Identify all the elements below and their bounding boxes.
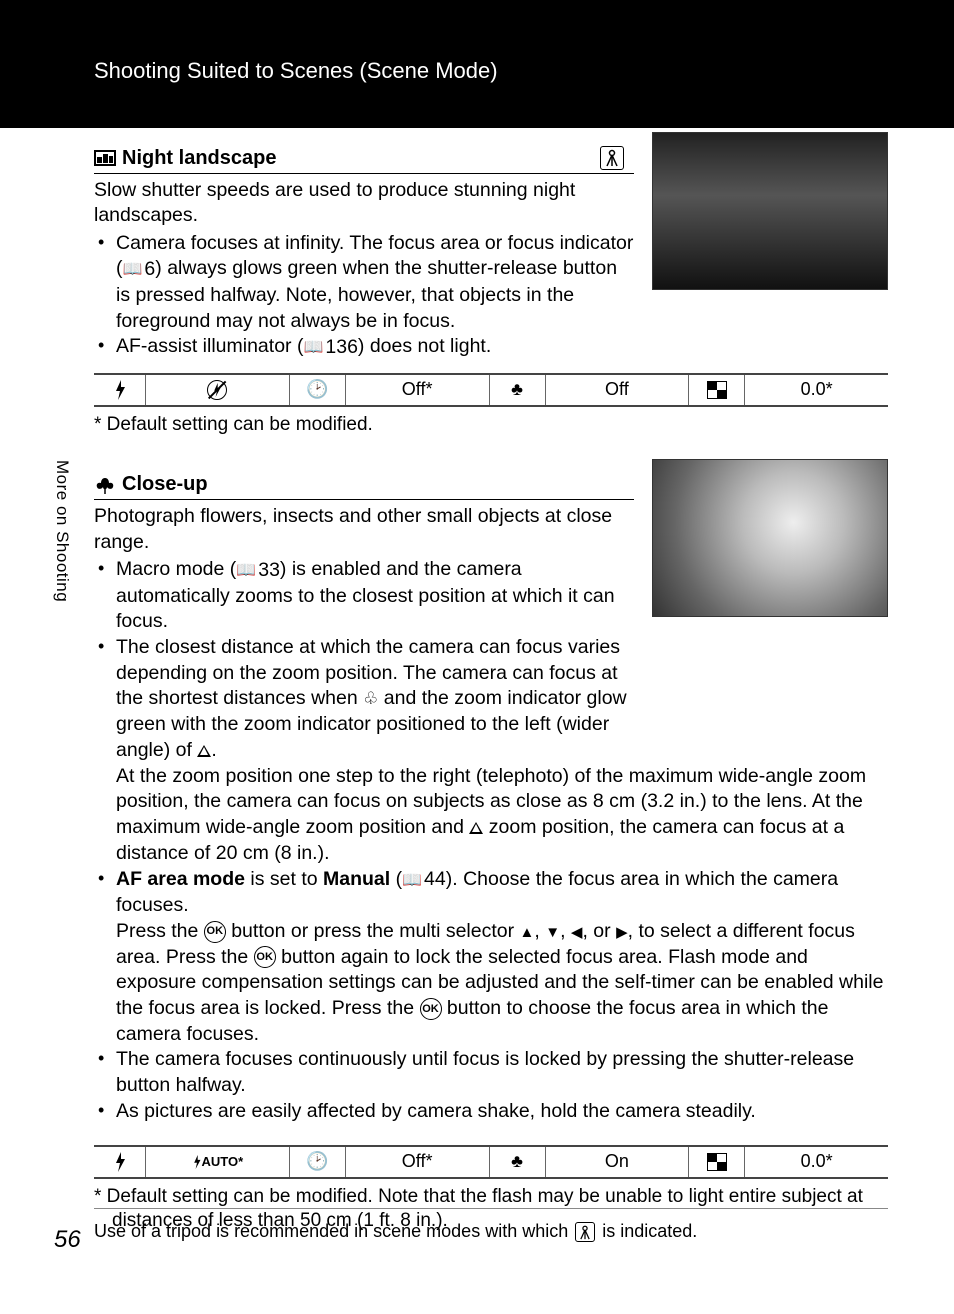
night-bullets: Camera focuses at infinity. The focus ar…: [94, 231, 634, 361]
ref: 6: [144, 257, 155, 283]
macro-icon: ♣: [490, 375, 546, 405]
exp-comp-icon: [689, 375, 745, 405]
night-section: Night landscape Slow shutter speeds are …: [94, 128, 888, 361]
closeup-bullets-top: Macro mode (📖 33) is enabled and the cam…: [94, 557, 634, 764]
manual-ref-icon: 📖: [123, 259, 143, 280]
closeup-bullet-4: The camera focuses continuously until fo…: [94, 1047, 888, 1098]
night-landscape-icon: [94, 149, 116, 167]
manual-ref-icon: 📖: [236, 560, 256, 581]
triangle-icon: [197, 745, 211, 757]
flash-icon: [94, 375, 146, 405]
page-content: Night landscape Slow shutter speeds are …: [0, 128, 954, 1234]
right-arrow-icon: ▶: [616, 924, 628, 941]
flash-value: AUTO*: [146, 1147, 290, 1177]
timer-icon: 🕑: [290, 375, 346, 405]
flash-value: [146, 375, 290, 405]
closeup-bullet-3: AF area mode is set to Manual (📖 44). Ch…: [94, 867, 888, 1048]
side-tab-label: More on Shooting: [52, 460, 72, 602]
closeup-section: Close-up Photograph flowers, insects and…: [94, 455, 888, 1124]
closeup-bullet-5: As pictures are easily affected by camer…: [94, 1099, 888, 1125]
manual-ref-icon: 📖: [402, 870, 422, 891]
closeup-icon: [94, 476, 116, 494]
macro-icon: ♣: [490, 1147, 546, 1177]
night-title: Night landscape: [122, 147, 276, 170]
closeup-bullet-2-cont: At the zoom position one step to the rig…: [94, 764, 888, 867]
night-sample-image: [652, 132, 888, 290]
ok-button-icon: OK: [204, 921, 226, 943]
closeup-bullet-2: The closest distance at which the camera…: [94, 635, 634, 764]
timer-icon: 🕑: [290, 1147, 346, 1177]
ok-button-icon: OK: [420, 998, 442, 1020]
page-number: 56: [54, 1226, 81, 1254]
exp-comp-value: 0.0*: [745, 1147, 888, 1177]
night-title-row: Night landscape: [94, 142, 634, 174]
macro-glyph-icon: ♧: [363, 689, 378, 708]
macro-value: Off: [546, 375, 690, 405]
timer-value: Off*: [346, 375, 490, 405]
closeup-settings-strip: AUTO* 🕑 Off* ♣ On 0.0*: [94, 1145, 888, 1179]
tripod-icon: [600, 146, 624, 170]
night-intro: Slow shutter speeds are used to produce …: [94, 178, 634, 229]
page-header: Shooting Suited to Scenes (Scene Mode): [0, 0, 954, 128]
night-settings-strip: 🕑 Off* ♣ Off 0.0*: [94, 373, 888, 407]
closeup-title-row: Close-up: [94, 469, 634, 500]
triangle-icon: [469, 822, 483, 834]
up-arrow-icon: ▲: [520, 924, 535, 941]
closeup-title: Close-up: [122, 473, 208, 496]
closeup-sample-image: [652, 459, 888, 617]
closeup-intro: Photograph flowers, insects and other sm…: [94, 504, 634, 555]
exp-comp-icon: [689, 1147, 745, 1177]
ref: 136: [325, 335, 358, 361]
manual-ref-icon: 📖: [303, 337, 323, 358]
timer-value: Off*: [346, 1147, 490, 1177]
night-bullet-1: Camera focuses at infinity. The focus ar…: [94, 231, 634, 335]
night-bullet-2: AF-assist illuminator (📖 136) does not l…: [94, 334, 634, 360]
night-footnote: * Default setting can be modified.: [94, 413, 888, 438]
exp-comp-value: 0.0*: [745, 375, 888, 405]
flash-icon: [94, 1147, 146, 1177]
tripod-footnote: Use of a tripod is recommended in scene …: [94, 1208, 888, 1242]
ok-button-icon: OK: [254, 946, 276, 968]
closeup-bullet-1: Macro mode (📖 33) is enabled and the cam…: [94, 557, 634, 635]
closeup-bullets-rest: At the zoom position one step to the rig…: [94, 764, 888, 867]
tripod-icon: [575, 1222, 595, 1242]
closeup-bullets-3plus: AF area mode is set to Manual (📖 44). Ch…: [94, 867, 888, 1125]
breadcrumb: Shooting Suited to Scenes (Scene Mode): [94, 58, 498, 83]
no-flash-icon: [207, 380, 227, 400]
down-arrow-icon: ▼: [545, 924, 560, 941]
left-arrow-icon: ◀: [571, 924, 583, 941]
macro-value: On: [546, 1147, 690, 1177]
